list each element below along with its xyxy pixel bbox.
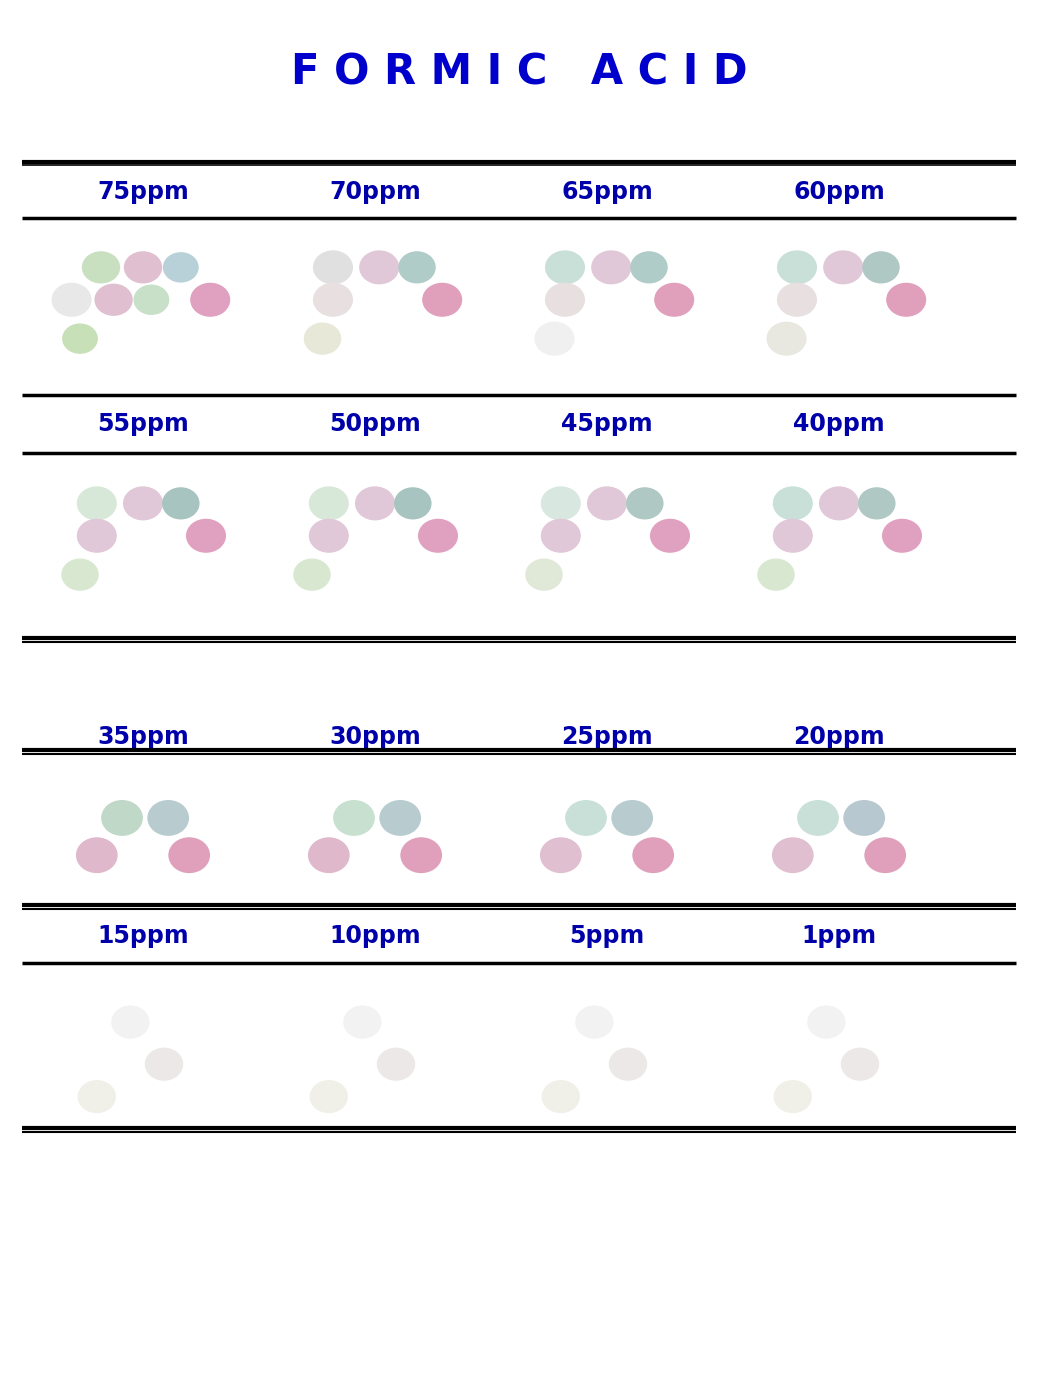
Text: 15ppm: 15ppm [98,924,189,947]
Ellipse shape [95,284,132,315]
Ellipse shape [82,252,119,283]
Ellipse shape [651,519,689,552]
Ellipse shape [541,838,581,872]
Ellipse shape [422,283,462,316]
Ellipse shape [808,1006,845,1037]
Ellipse shape [334,800,374,835]
Ellipse shape [631,252,667,283]
Ellipse shape [536,322,574,355]
Ellipse shape [655,283,693,316]
Ellipse shape [592,251,630,284]
Text: 45ppm: 45ppm [562,412,653,436]
Ellipse shape [378,1049,414,1080]
Text: 5ppm: 5ppm [570,924,645,947]
Ellipse shape [344,1006,381,1037]
Ellipse shape [78,519,116,552]
Ellipse shape [612,800,652,835]
Ellipse shape [882,519,922,552]
Ellipse shape [773,487,812,520]
Ellipse shape [772,838,813,872]
Ellipse shape [62,325,98,354]
Ellipse shape [844,800,884,835]
Text: 10ppm: 10ppm [329,924,420,947]
Ellipse shape [356,487,394,520]
Ellipse shape [145,1049,183,1080]
Ellipse shape [418,519,458,552]
Text: 70ppm: 70ppm [329,180,420,204]
Ellipse shape [777,251,816,284]
Ellipse shape [842,1049,878,1080]
Ellipse shape [191,283,229,316]
Ellipse shape [774,1080,812,1112]
Text: 35ppm: 35ppm [98,725,189,749]
Ellipse shape [542,1080,579,1112]
Text: 50ppm: 50ppm [329,412,420,436]
Ellipse shape [360,251,399,284]
Ellipse shape [865,838,905,872]
Ellipse shape [546,283,584,316]
Ellipse shape [134,286,168,315]
Ellipse shape [313,283,352,316]
Ellipse shape [546,251,584,284]
Text: 1ppm: 1ppm [801,924,876,947]
Ellipse shape [304,323,340,354]
Text: 65ppm: 65ppm [562,180,653,204]
Ellipse shape [187,519,225,552]
Ellipse shape [309,487,348,520]
Ellipse shape [767,322,805,355]
Text: 55ppm: 55ppm [98,412,189,436]
Ellipse shape [609,1049,647,1080]
Ellipse shape [627,488,663,519]
Ellipse shape [542,519,580,552]
Ellipse shape [52,283,91,316]
Ellipse shape [62,559,98,589]
Ellipse shape [112,1006,148,1037]
Ellipse shape [633,838,674,872]
Ellipse shape [886,283,926,316]
Ellipse shape [526,559,562,589]
Ellipse shape [78,1080,115,1112]
Ellipse shape [758,559,794,589]
Text: 20ppm: 20ppm [793,725,884,749]
Text: F O R M I C   A C I D: F O R M I C A C I D [291,51,747,93]
Ellipse shape [163,488,199,519]
Ellipse shape [313,251,352,284]
Ellipse shape [576,1006,612,1037]
Text: 40ppm: 40ppm [793,412,884,436]
Ellipse shape [863,252,899,283]
Ellipse shape [394,488,431,519]
Text: 60ppm: 60ppm [793,180,884,204]
Ellipse shape [777,283,816,316]
Ellipse shape [310,1080,348,1112]
Ellipse shape [169,838,210,872]
Text: 25ppm: 25ppm [562,725,653,749]
Text: 30ppm: 30ppm [329,725,420,749]
Ellipse shape [798,800,838,835]
Ellipse shape [148,800,188,835]
Ellipse shape [164,252,198,282]
Ellipse shape [588,487,626,520]
Ellipse shape [125,252,162,283]
Ellipse shape [542,487,580,520]
Ellipse shape [858,488,895,519]
Ellipse shape [380,800,420,835]
Ellipse shape [824,251,863,284]
Ellipse shape [102,800,142,835]
Ellipse shape [308,838,349,872]
Ellipse shape [773,519,812,552]
Ellipse shape [401,838,441,872]
Ellipse shape [399,252,435,283]
Ellipse shape [820,487,858,520]
Ellipse shape [78,487,116,520]
Ellipse shape [77,838,117,872]
Ellipse shape [566,800,606,835]
Ellipse shape [294,559,330,589]
Ellipse shape [124,487,162,520]
Text: 75ppm: 75ppm [98,180,189,204]
Ellipse shape [309,519,348,552]
